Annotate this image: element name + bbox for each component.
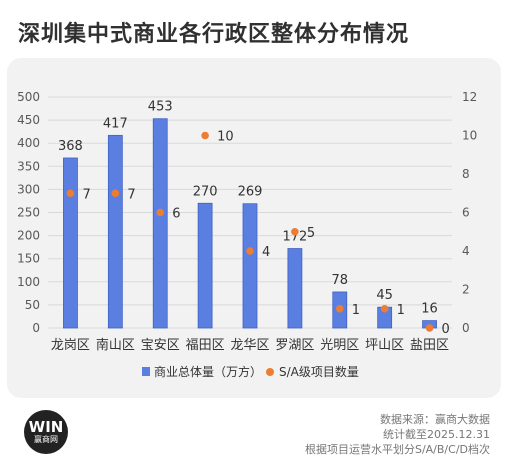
scatter-value-label: 1 xyxy=(397,303,405,318)
y-left-tick-label: 300 xyxy=(17,182,40,196)
scatter-value-label: 1 xyxy=(352,303,360,318)
bar-value-label: 270 xyxy=(193,184,218,199)
scatter-point xyxy=(66,189,75,198)
data-source: 数据来源：赢商大数据 xyxy=(380,413,490,426)
bar xyxy=(152,118,168,329)
bar xyxy=(287,248,303,329)
scatter-point xyxy=(111,189,120,198)
y-right-tick-label: 6 xyxy=(462,206,470,220)
scatter-point xyxy=(335,304,344,313)
legend-label-scatter: S/A级项目数量 xyxy=(279,364,359,379)
brand-logo: WIN 赢商网 xyxy=(24,410,68,454)
y-left-tick-label: 200 xyxy=(17,229,40,243)
x-tick-label: 罗湖区 xyxy=(275,338,314,353)
legend-label-bar: 商业总体量（万方） xyxy=(154,364,262,379)
scatter-point xyxy=(156,208,165,217)
y-left-tick-label: 350 xyxy=(17,159,40,173)
x-tick-label: 盐田区 xyxy=(410,338,449,353)
y-right-tick-label: 12 xyxy=(462,90,477,104)
logo-text: 赢商网 xyxy=(34,434,58,444)
x-tick-label: 光明区 xyxy=(320,338,359,353)
y-right-tick-label: 8 xyxy=(462,167,470,181)
footer: 数据来源：赢商大数据 统计截至2025.12.31 根据项目运营水平划分S/A/… xyxy=(305,412,490,457)
legend-swatch-bar xyxy=(142,367,150,376)
bar xyxy=(242,203,258,329)
bar-value-label: 172 xyxy=(282,230,307,245)
scatter-value-label: 5 xyxy=(307,226,315,241)
y-left-tick-label: 400 xyxy=(17,136,40,150)
data-date: 统计截至2025.12.31 xyxy=(383,428,490,441)
x-tick-label: 坪山区 xyxy=(365,338,404,353)
scatter-value-label: 6 xyxy=(172,207,180,222)
scatter-point xyxy=(201,131,209,140)
bar xyxy=(107,134,123,329)
y-right-tick-label: 10 xyxy=(462,129,477,143)
y-right-tick-label: 2 xyxy=(462,283,470,297)
bar-value-label: 453 xyxy=(148,100,173,115)
x-tick-label: 龙华区 xyxy=(230,338,269,353)
y-left-tick-label: 50 xyxy=(25,298,40,312)
scatter-point xyxy=(425,324,434,332)
scatter-value-label: 0 xyxy=(442,322,450,337)
chart-title: 深圳集中式商业各行政区整体分布情况 xyxy=(18,22,410,47)
bar-value-label: 269 xyxy=(238,185,263,200)
bar-value-label: 78 xyxy=(332,273,349,288)
logo-mark: WIN xyxy=(28,417,64,436)
y-left-tick-label: 100 xyxy=(17,275,40,289)
y-left-tick-label: 150 xyxy=(17,252,40,266)
chart: 0501001502002503003504004505000246810123… xyxy=(17,90,477,379)
bar-value-label: 16 xyxy=(421,302,438,317)
bar xyxy=(63,157,78,329)
scatter-value-label: 7 xyxy=(127,187,135,202)
y-left-tick-label: 0 xyxy=(32,321,40,335)
y-right-tick-label: 0 xyxy=(462,321,470,335)
y-right-tick-label: 4 xyxy=(462,244,470,258)
y-left-tick-label: 250 xyxy=(17,206,40,220)
y-left-tick-label: 500 xyxy=(17,90,40,104)
x-tick-label: 南山区 xyxy=(96,337,135,353)
scatter-value-label: 10 xyxy=(217,130,234,145)
x-tick-label: 龙岗区 xyxy=(51,338,90,353)
scatter-value-label: 7 xyxy=(82,187,90,202)
grading-note: 根据项目运营水平划分S/A/B/C/D档次 xyxy=(304,443,490,456)
scatter-point xyxy=(380,304,389,313)
scatter-point xyxy=(291,227,299,236)
scatter-value-label: 4 xyxy=(262,245,270,260)
legend-swatch-scatter xyxy=(266,368,274,376)
bar-value-label: 417 xyxy=(103,116,128,131)
bar-value-label: 368 xyxy=(58,139,83,154)
y-left-tick-label: 450 xyxy=(17,113,40,127)
x-tick-label: 福田区 xyxy=(186,338,225,353)
bar xyxy=(197,202,213,329)
scatter-point xyxy=(246,247,254,255)
x-tick-label: 宝安区 xyxy=(141,338,180,353)
bar-value-label: 45 xyxy=(376,288,393,303)
